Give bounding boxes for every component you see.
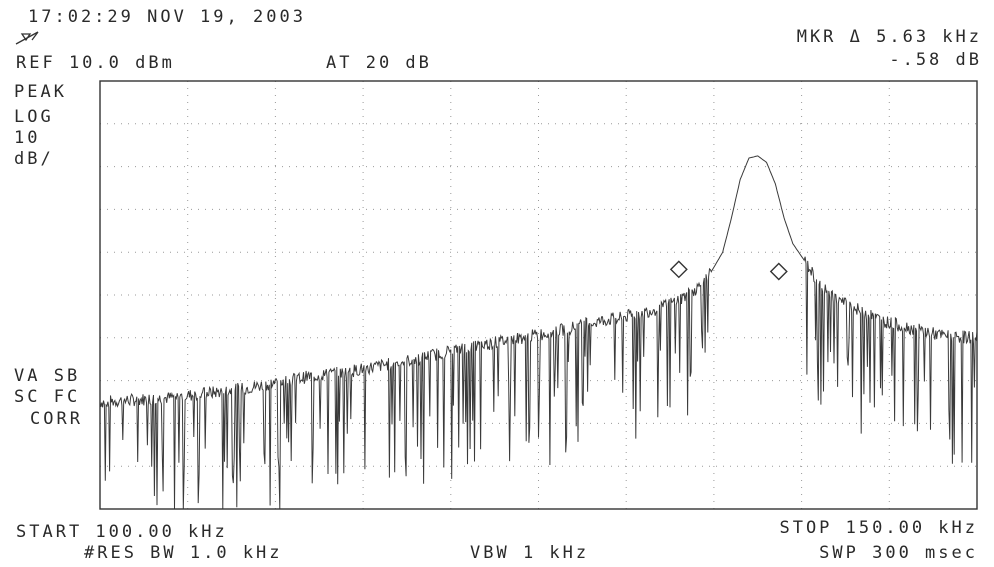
resolution-bandwidth: #RES BW 1.0 kHz	[84, 543, 283, 563]
va-sb-annotation: VA SB	[14, 366, 81, 386]
scale-unit: dB/	[14, 149, 54, 169]
scale-value: 10	[14, 128, 41, 148]
scale-mode: LOG	[14, 107, 54, 127]
video-bandwidth: VBW 1 kHz	[470, 543, 590, 563]
detector-mode: PEAK	[14, 82, 67, 102]
sweep-time: SWP 300 msec	[819, 543, 978, 563]
ref-level: REF 10.0 dBm	[16, 53, 175, 73]
marker-readout: MKR Δ 5.63 kHz	[796, 27, 982, 47]
attenuation: AT 20 dB	[326, 53, 432, 73]
corr-annotation: CORR	[30, 409, 83, 429]
marker-value: -.58 dB	[889, 50, 982, 70]
start-frequency: START 100.00 kHz	[16, 522, 228, 542]
marker-diamond	[669, 260, 688, 279]
marker-diamond	[769, 262, 788, 281]
timestamp: 17:02:29 NOV 19, 2003	[28, 7, 306, 27]
spectrum-trace	[99, 155, 978, 510]
sc-fc-annotation: SC FC	[14, 387, 81, 407]
plot-frame	[99, 80, 978, 510]
delta-marker-icon	[15, 31, 39, 45]
stop-frequency: STOP 150.00 kHz	[779, 518, 978, 538]
